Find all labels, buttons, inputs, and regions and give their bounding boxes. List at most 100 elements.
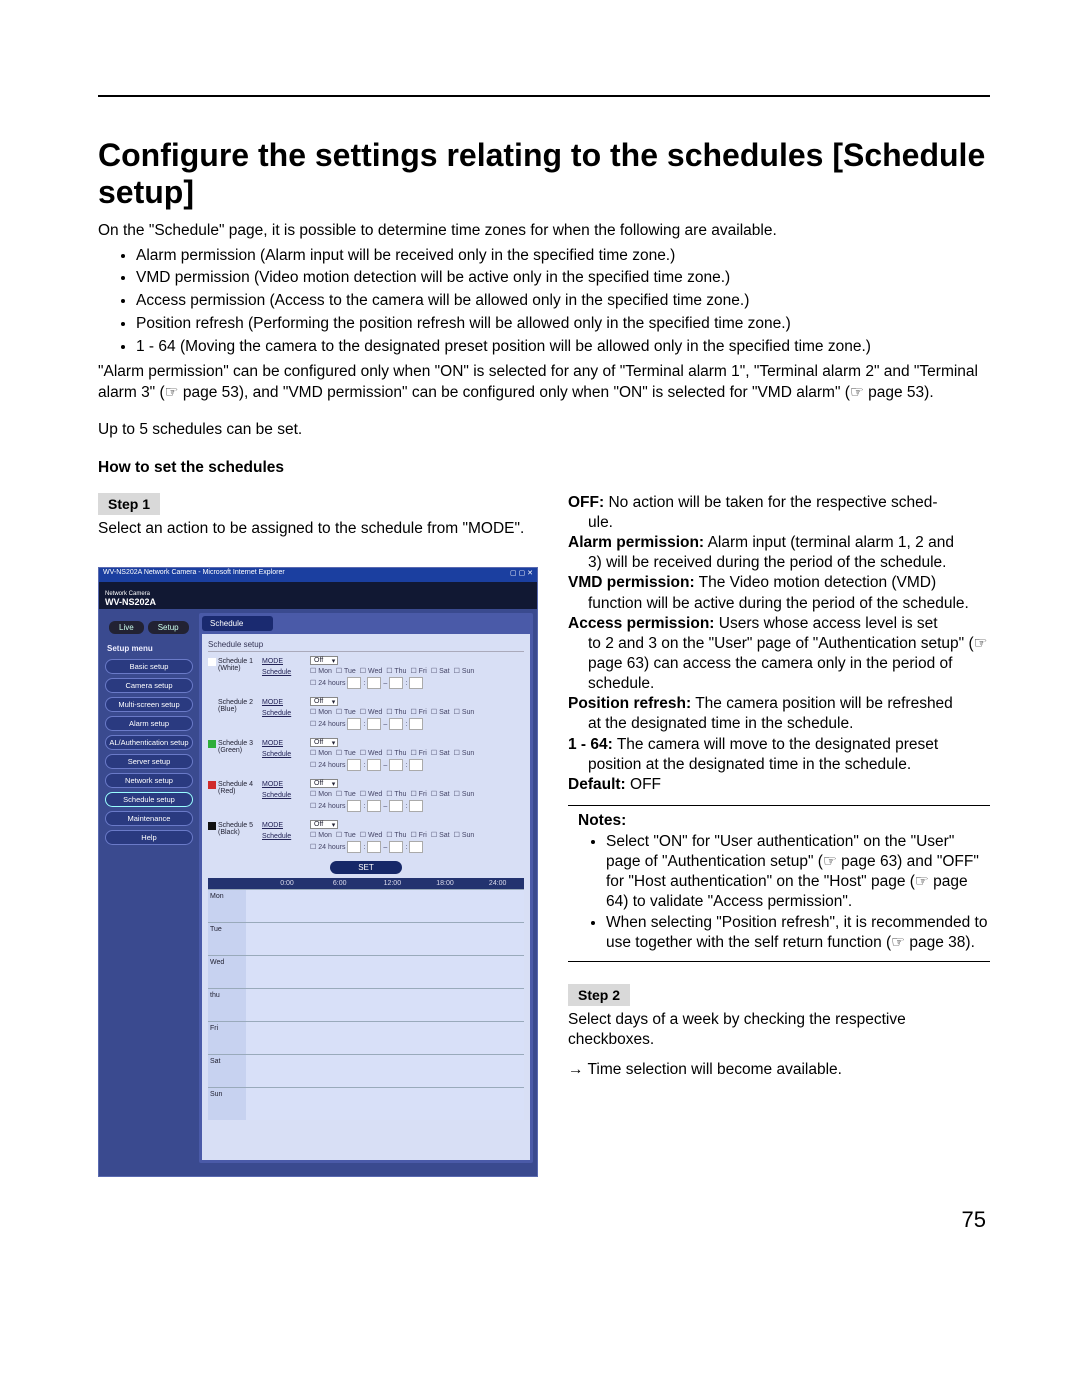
page-number: 75 [98,1207,990,1233]
limit-line: Up to 5 schedules can be set. [98,420,990,441]
sidebar-item[interactable]: Basic setup [105,659,193,674]
sidebar-item[interactable]: Maintenance [105,811,193,826]
day-checkbox[interactable]: Wed [360,831,383,839]
schedule-link[interactable]: Schedule [262,710,291,717]
day-checkbox[interactable]: Thu [386,749,406,757]
bullet-item: VMD permission (Video motion detection w… [136,268,990,289]
day-checkbox[interactable]: Wed [360,790,383,798]
sidebar-item[interactable]: Server setup [105,754,193,769]
day-checkbox[interactable]: Mon [310,790,332,798]
day-checkbox[interactable]: Tue [336,749,356,757]
tab-live[interactable]: Live [109,621,144,634]
schedule-link[interactable]: Schedule [262,669,291,676]
day-checkbox[interactable]: Mon [310,831,332,839]
note-item: When selecting "Position refresh", it is… [606,913,990,953]
time-mark: 12:00 [366,878,419,889]
schedule-row: Schedule 5(Black)MODEScheduleOffMonTueWe… [208,820,524,853]
def-term-off: OFF: [568,494,604,511]
day-checkbox[interactable]: Wed [360,667,383,675]
sidebar-item[interactable]: Network setup [105,773,193,788]
mode-link[interactable]: MODE [262,658,283,665]
schedule-tab[interactable]: Schedule [202,616,273,631]
window-titlebar: WV-NS202A Network Camera - Microsoft Int… [99,568,537,582]
day-checkbox[interactable]: Sat [431,831,450,839]
time-mark: 6:00 [313,878,366,889]
day-checkbox[interactable]: Thu [386,790,406,798]
def-desc: ule. [568,513,990,533]
after-bullets: "Alarm permission" can be configured onl… [98,362,990,404]
day-checkbox[interactable]: Fri [410,708,426,716]
mode-dropdown[interactable]: Off [310,779,338,788]
def-desc: The Video motion detection (VMD) [699,574,937,591]
schedule-link[interactable]: Schedule [262,792,291,799]
mode-dropdown[interactable]: Off [310,738,338,747]
def-desc: No action will be taken for the respecti… [608,494,937,511]
schedule-link[interactable]: Schedule [262,751,291,758]
tab-setup[interactable]: Setup [148,621,189,634]
def-desc: function will be active during the perio… [568,594,990,614]
day-checkbox[interactable]: Thu [386,708,406,716]
day-checkbox[interactable]: Fri [410,831,426,839]
day-checkbox[interactable]: Thu [386,831,406,839]
day-checkbox[interactable]: Tue [336,790,356,798]
mode-dropdown[interactable]: Off [310,697,338,706]
day-checkbox[interactable]: Sun [454,831,475,839]
schedule-link[interactable]: Schedule [262,833,291,840]
def-desc: The camera will move to the designated p… [617,736,938,753]
day-checkbox[interactable]: Sun [454,708,475,716]
schedule-row: Schedule 3(Green)MODEScheduleOffMonTueWe… [208,738,524,771]
section-title: Schedule setup [208,640,524,652]
day-checkbox[interactable]: Wed [360,708,383,716]
day-checkbox[interactable]: Mon [310,667,332,675]
day-checkbox[interactable]: Sat [431,667,450,675]
def-desc: at the designated time in the schedule. [568,714,990,734]
day-checkbox[interactable]: Mon [310,749,332,757]
day-checkbox[interactable]: Wed [360,749,383,757]
day-checkbox[interactable]: Sun [454,790,475,798]
day-checkbox[interactable]: Tue [336,831,356,839]
schedule-row: Schedule 4(Red)MODEScheduleOffMonTueWedT… [208,779,524,812]
def-term-alarm: Alarm permission: [568,534,704,551]
set-button[interactable]: SET [330,861,402,874]
day-checkbox[interactable]: Tue [336,708,356,716]
sidebar-item[interactable]: Camera setup [105,678,193,693]
sidebar-item[interactable]: AL/Authentication setup [105,735,193,750]
day-checkbox[interactable]: Sat [431,749,450,757]
sidebar-item[interactable]: Help [105,830,193,845]
day-checkbox[interactable]: Fri [410,790,426,798]
day-checkbox[interactable]: Sat [431,708,450,716]
def-desc: OFF [630,776,661,793]
grid-row: Sat [208,1054,524,1087]
grid-row: Tue [208,922,524,955]
notes-title: Notes: [568,812,990,830]
def-desc: The camera position will be refreshed [695,695,953,712]
day-checkbox[interactable]: Sun [454,749,475,757]
day-checkbox[interactable]: Sat [431,790,450,798]
mode-link[interactable]: MODE [262,781,283,788]
titlebar-text: WV-NS202A Network Camera - Microsoft Int… [103,569,285,581]
bullet-item: Position refresh (Performing the positio… [136,314,990,335]
def-desc: position at the designated time in the s… [568,755,990,775]
sidebar-item[interactable]: Alarm setup [105,716,193,731]
schedule-grid: 0:00 6:00 12:00 18:00 24:00 MonTueWedthu… [208,878,524,1120]
mode-link[interactable]: MODE [262,822,283,829]
day-checkbox[interactable]: Fri [410,667,426,675]
mode-dropdown[interactable]: Off [310,820,338,829]
day-checkbox[interactable]: Tue [336,667,356,675]
sidebar-item[interactable]: Multi-screen setup [105,697,193,712]
mode-link[interactable]: MODE [262,699,283,706]
grid-row: Mon [208,889,524,922]
model-label: WV-NS202A [105,597,156,607]
day-checkbox[interactable]: Fri [410,749,426,757]
day-checkbox[interactable]: Mon [310,708,332,716]
schedule-row: Schedule 1(White)MODEScheduleOffMonTueWe… [208,656,524,689]
grid-row: Fri [208,1021,524,1054]
model-header: Network Camera WV-NS202A [99,582,537,609]
mode-link[interactable]: MODE [262,740,283,747]
feature-bullets: Alarm permission (Alarm input will be re… [118,246,990,359]
sidebar-item-schedule[interactable]: Schedule setup [105,792,193,807]
def-term-access: Access permission: [568,615,714,632]
mode-dropdown[interactable]: Off [310,656,338,665]
day-checkbox[interactable]: Thu [386,667,406,675]
day-checkbox[interactable]: Sun [454,667,475,675]
